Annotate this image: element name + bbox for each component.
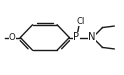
Text: Cl: Cl (77, 17, 85, 26)
Text: O: O (9, 33, 16, 42)
Text: P: P (73, 32, 79, 43)
Text: N: N (88, 32, 96, 43)
